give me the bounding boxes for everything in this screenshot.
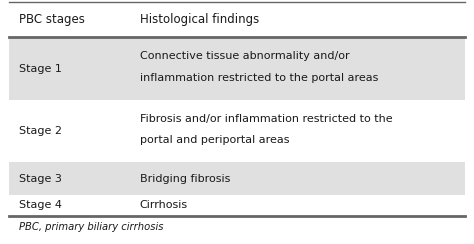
- Text: Stage 1: Stage 1: [19, 63, 62, 73]
- Text: Connective tissue abnormality and/or: Connective tissue abnormality and/or: [140, 51, 349, 61]
- Text: Bridging fibrosis: Bridging fibrosis: [140, 173, 230, 183]
- Text: Stage 2: Stage 2: [19, 126, 62, 136]
- Bar: [9, 37, 465, 100]
- Text: Stage 4: Stage 4: [19, 201, 62, 211]
- Text: Fibrosis and/or inflammation restricted to the: Fibrosis and/or inflammation restricted …: [140, 114, 392, 124]
- Text: PBC, primary biliary cirrhosis: PBC, primary biliary cirrhosis: [19, 222, 164, 232]
- Text: portal and periportal areas: portal and periportal areas: [140, 135, 289, 145]
- Text: Histological findings: Histological findings: [140, 13, 259, 26]
- Text: Cirrhosis: Cirrhosis: [140, 201, 188, 211]
- Text: inflammation restricted to the portal areas: inflammation restricted to the portal ar…: [140, 73, 378, 83]
- Bar: [9, 162, 465, 195]
- Text: PBC stages: PBC stages: [19, 13, 85, 26]
- Text: Stage 3: Stage 3: [19, 173, 62, 183]
